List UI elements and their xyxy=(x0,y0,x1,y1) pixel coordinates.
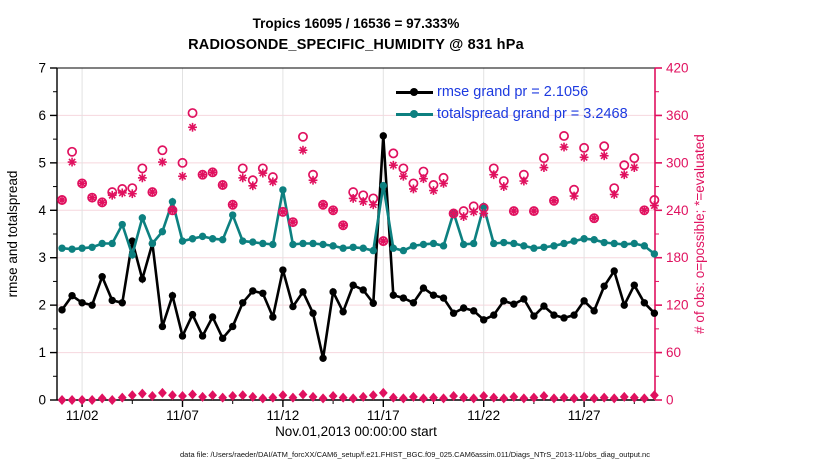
rmse-line-marker-icon xyxy=(396,87,433,97)
svg-text:11/02: 11/02 xyxy=(66,408,99,423)
svg-text:420: 420 xyxy=(666,61,689,76)
legend-label-rmse: rmse grand pr = 2.1056 xyxy=(437,84,589,100)
svg-text:0: 0 xyxy=(38,393,46,408)
svg-text:60: 60 xyxy=(666,345,681,360)
svg-text:120: 120 xyxy=(666,298,689,313)
svg-text:1: 1 xyxy=(38,345,46,360)
svg-text:240: 240 xyxy=(666,203,689,218)
legend-entry-rmse: rmse grand pr = 2.1056 xyxy=(396,82,628,102)
svg-text:11/07: 11/07 xyxy=(166,408,199,423)
svg-text:0: 0 xyxy=(666,393,674,408)
svg-text:# of obs: o=possible; *=evalua: # of obs: o=possible; *=evaluated xyxy=(692,134,707,334)
svg-text:2: 2 xyxy=(38,298,46,313)
chart-title-variable: RADIOSONDE_SPECIFIC_HUMIDITY @ 831 hPa xyxy=(188,37,524,53)
chart-legend: rmse grand pr = 2.1056 totalspread grand… xyxy=(396,82,628,124)
svg-text:7: 7 xyxy=(38,61,46,76)
datafile-path: data file: /Users/raeder/DAI/ATM_forcXX/… xyxy=(180,450,650,459)
legend-entry-totalspread: totalspread grand pr = 3.2468 xyxy=(396,104,628,124)
svg-text:rmse and totalspread: rmse and totalspread xyxy=(5,171,20,298)
svg-text:180: 180 xyxy=(666,250,689,265)
totalspread-line-marker-icon xyxy=(396,109,433,119)
svg-text:5: 5 xyxy=(38,155,46,170)
svg-text:11/17: 11/17 xyxy=(367,408,400,423)
x-axis-label: Nov.01,2013 00:00:00 start xyxy=(275,424,437,439)
svg-text:11/12: 11/12 xyxy=(267,408,300,423)
svg-text:3: 3 xyxy=(38,250,46,265)
svg-text:6: 6 xyxy=(38,108,46,123)
legend-label-totalspread: totalspread grand pr = 3.2468 xyxy=(437,106,628,122)
chart-titles: Tropics 16095 / 16536 = 97.333% RADIOSON… xyxy=(57,14,655,56)
chart-title-stats: Tropics 16095 / 16536 = 97.333% xyxy=(252,16,460,31)
svg-text:11/27: 11/27 xyxy=(568,408,601,423)
svg-text:300: 300 xyxy=(666,155,689,170)
svg-text:4: 4 xyxy=(38,203,46,218)
svg-text:360: 360 xyxy=(666,108,689,123)
svg-text:11/22: 11/22 xyxy=(467,408,500,423)
